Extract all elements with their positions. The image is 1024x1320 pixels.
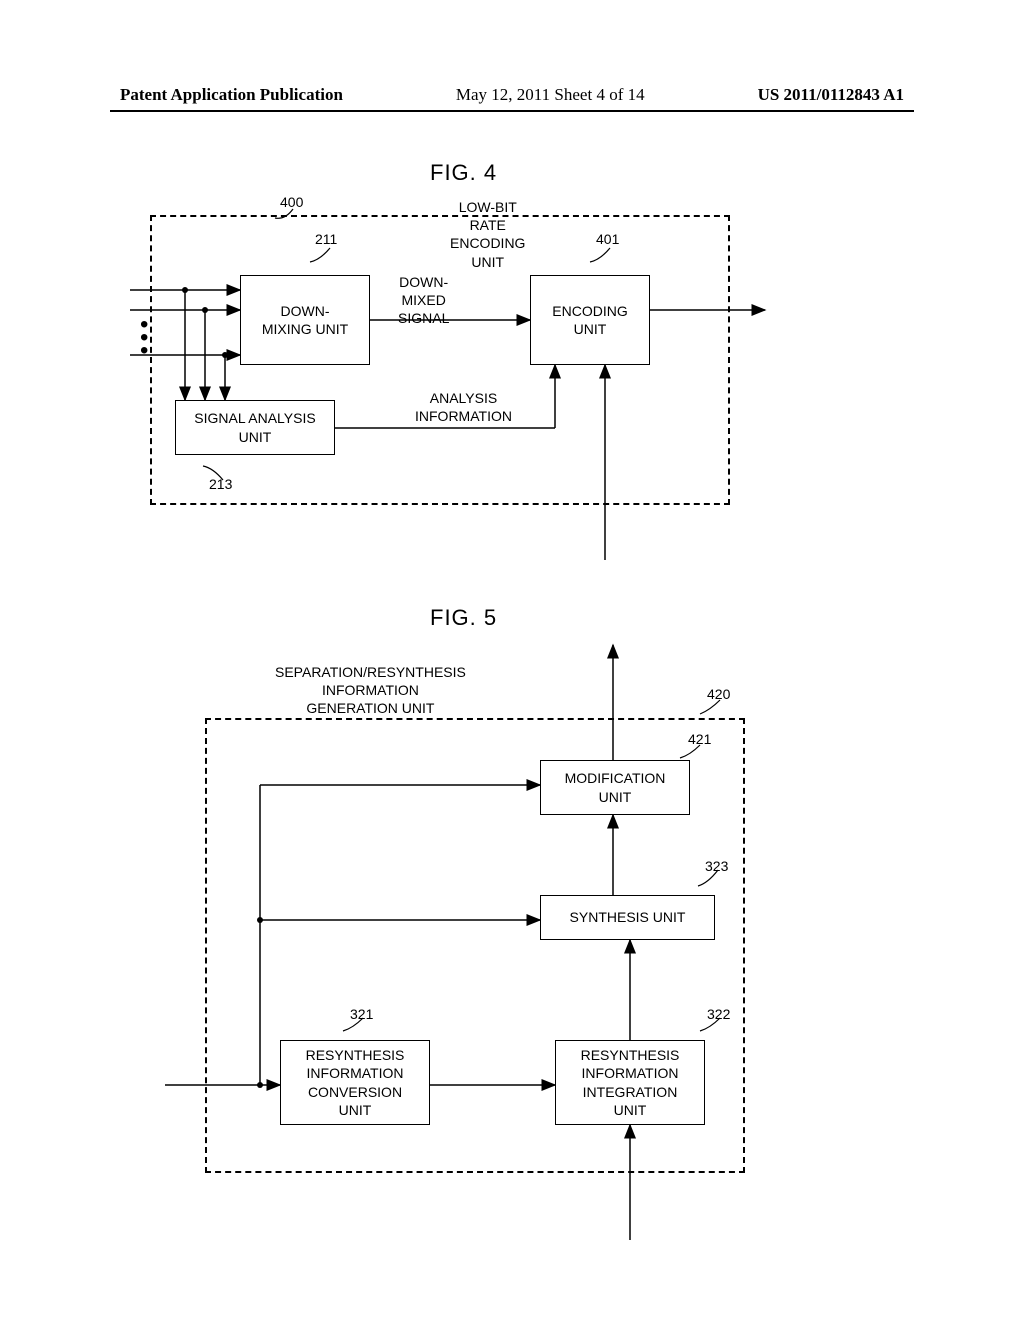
int-box: RESYNTHESIS INFORMATION INTEGRATION UNIT <box>555 1040 705 1125</box>
fig5-container-ref: 420 <box>707 685 730 703</box>
fig5-container-label: SEPARATION/RESYNTHESIS INFORMATION GENER… <box>275 663 466 718</box>
synth-box: SYNTHESIS UNIT <box>540 895 715 940</box>
conv-box: RESYNTHESIS INFORMATION CONVERSION UNIT <box>280 1040 430 1125</box>
mod-box: MODIFICATION UNIT <box>540 760 690 815</box>
